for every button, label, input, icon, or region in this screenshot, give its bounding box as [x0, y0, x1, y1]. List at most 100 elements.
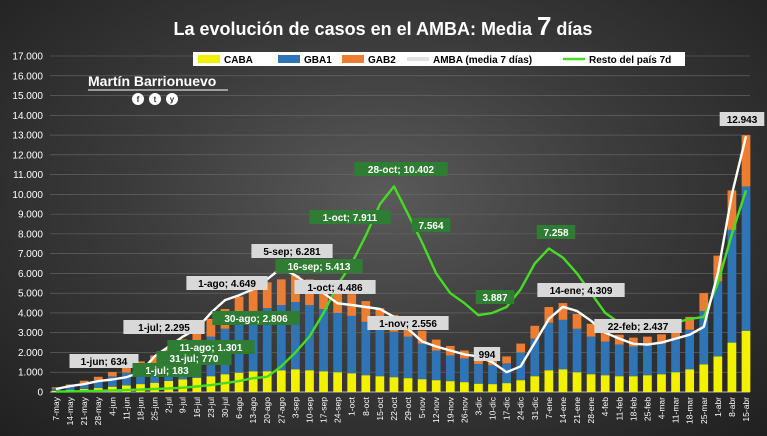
legend-swatch [342, 55, 364, 63]
annotation-label: 16-sep; 5.413 [288, 262, 351, 273]
annotation-label: 1-jun; 634 [81, 357, 128, 368]
bar-gab2 [643, 336, 652, 346]
bar-gab2 [333, 289, 342, 313]
x-tick-label: 9-jul [178, 397, 188, 413]
bar-caba [460, 382, 469, 392]
bar-caba [558, 369, 568, 392]
x-tick-label: 18-feb [628, 397, 638, 421]
chart-title: La evolución de casos en el AMBA: Media … [174, 11, 593, 41]
bar-gab2 [699, 293, 709, 311]
annotations-group: 1-jun; 634 1-jul; 2.295 1-jul; 18331-jul; … [69, 112, 765, 377]
bar-caba [291, 369, 300, 392]
youtube-icon [166, 93, 178, 105]
bar-caba [375, 376, 385, 392]
x-tick-label: 19-nov [445, 396, 455, 423]
x-tick-label: 29-oct [403, 396, 413, 420]
x-tick-label: 20-ago [262, 397, 272, 424]
bar-caba [628, 376, 638, 392]
bar-gab2 [671, 327, 680, 339]
y-tick-label: 0 [37, 388, 43, 399]
bar-gab2 [361, 301, 371, 322]
annotation-label: 7.258 [543, 228, 568, 239]
bar-gab2 [685, 316, 695, 330]
bar-gba1 [361, 321, 371, 376]
social-glyph: y [170, 95, 175, 104]
bar-gab2 [206, 318, 216, 337]
y-tick-label: 13.000 [12, 131, 43, 142]
legend-label: AMBA (media 7 días) [433, 55, 532, 66]
bar-gba1 [65, 386, 75, 391]
y-tick-label: 9.000 [18, 210, 43, 221]
bar-caba [713, 356, 723, 392]
y-tick-label: 10.000 [12, 190, 43, 201]
bar-caba [474, 383, 483, 392]
bar-gba1 [79, 383, 89, 390]
annotation-label: 1-oct; 4.486 [307, 283, 362, 294]
x-tick-label: 6-ago [234, 397, 244, 419]
bar-gab2 [150, 355, 159, 364]
bar-gba1 [276, 305, 286, 371]
annotation-label: 1-oct; 7.911 [323, 213, 378, 224]
x-tick-label: 8-oct [361, 396, 371, 416]
x-tick-label: 14-may [65, 396, 75, 425]
bar-gab2 [727, 190, 737, 230]
bar-caba [122, 385, 131, 392]
bar-caba [361, 375, 371, 392]
bar-caba [572, 372, 582, 392]
annotation-label: 30-ago; 2.806 [224, 314, 288, 325]
y-tick-label: 16.000 [12, 71, 43, 82]
annotation-box [156, 351, 232, 365]
annotation-label: 14-ene; 4.309 [550, 286, 613, 297]
x-tick-label: 28-ene [586, 397, 596, 424]
x-tick-label: 18-jun [135, 397, 145, 421]
y-tick-label: 4.000 [18, 308, 43, 319]
bar-caba [657, 374, 666, 392]
bar-gab2 [192, 329, 202, 345]
x-tick-label: 3-sep [290, 397, 300, 419]
annotation-box [132, 363, 202, 377]
y-tick-label: 1.000 [18, 368, 43, 379]
bar-caba [516, 380, 526, 392]
legend-box [193, 52, 685, 66]
annotation-box [275, 259, 363, 273]
bar-gab2 [319, 284, 328, 309]
bar-caba [502, 383, 511, 392]
bar-gba1 [347, 315, 357, 374]
annotation-box [719, 112, 765, 126]
bar-gba1 [403, 336, 413, 379]
bar-gab2 [431, 339, 441, 351]
twitter-icon [149, 93, 161, 105]
annotation-box [354, 162, 448, 176]
x-tick-label: 25-mar [699, 397, 709, 424]
legend-label: Resto del país 7d [589, 55, 671, 66]
annotation-box [475, 290, 515, 304]
bar-gab2 [107, 372, 117, 377]
annotation-box [294, 280, 376, 294]
bar-caba [431, 380, 441, 392]
bar-gba1 [460, 358, 469, 383]
annotation-box [536, 225, 576, 239]
bar-caba [319, 371, 328, 392]
x-tick-label: 11-mar [671, 397, 681, 423]
legend-swatch [198, 55, 220, 63]
bar-gab2 [234, 296, 244, 320]
x-tick-label: 26-nov [459, 396, 469, 423]
annotation-label: 994 [479, 350, 496, 361]
annotation-label: 1-jul; 183 [145, 366, 189, 377]
bar-gba1 [375, 326, 385, 377]
annotation-box [473, 347, 501, 361]
bar-gab2 [628, 337, 638, 347]
bar-gab2 [741, 135, 751, 187]
annotation-label: 31-jul; 770 [170, 354, 219, 365]
annotation-box [123, 320, 205, 334]
bar-gba1 [713, 281, 723, 357]
x-tick-label: 21-ene [572, 397, 582, 424]
bar-caba [333, 372, 342, 392]
annotation-box [309, 210, 391, 224]
bar-caba [136, 384, 145, 392]
bar-gab2 [122, 367, 131, 373]
bar-gab2 [516, 343, 526, 353]
